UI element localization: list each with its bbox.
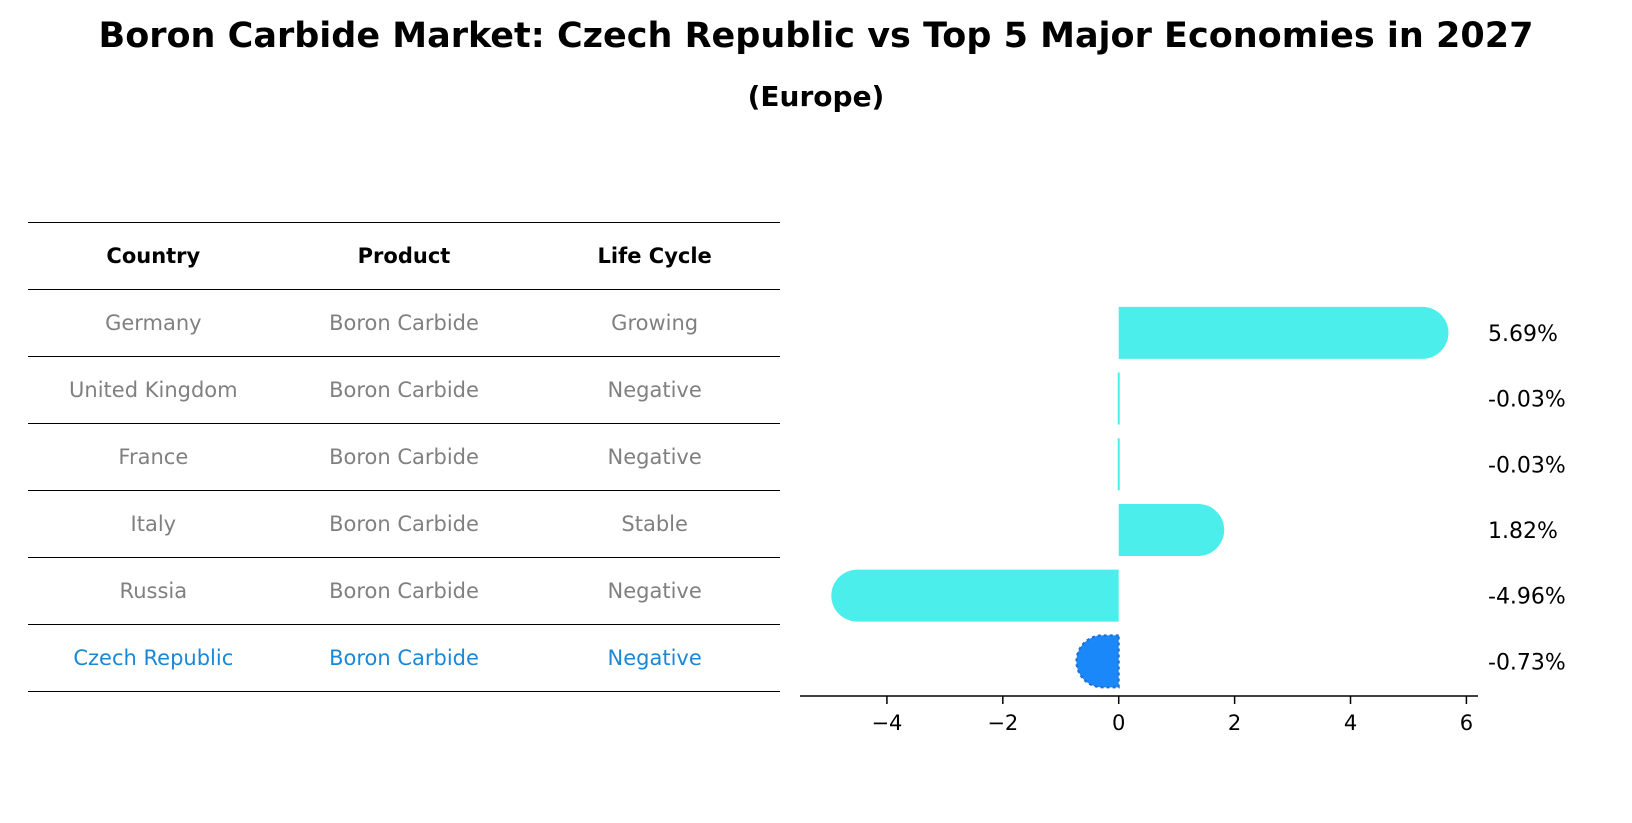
bar-italy [1118,503,1225,556]
value-label: 5.69% [1488,322,1558,347]
bar-germany [1118,306,1449,359]
bar-russia [831,569,1119,622]
value-label: -0.03% [1488,453,1566,478]
cell-life-cycle: Negative [529,423,780,491]
cell-life-cycle: Growing [529,289,780,357]
growth-bar-chart: 5.69% -0.03% -0.03% 1.82% -4.96% -0.73% −4 −2 0 2… [800,306,1566,735]
header-life-cycle: Life Cycle [529,222,780,290]
value-label: -0.73% [1488,650,1566,675]
table-header-row: Country Product Life Cycle [28,222,780,290]
cell-life-cycle: Negative [529,624,780,692]
cell-product: Boron Carbide [278,490,530,558]
header-country: Country [28,222,279,290]
table-row: United Kingdom Boron Carbide Negative [28,356,780,424]
cell-country: Italy [28,490,279,558]
value-label: -4.96% [1488,585,1566,610]
x-tick-label: 0 [1112,711,1125,735]
bar-united-kingdom [1117,372,1120,425]
header-product: Product [278,222,530,290]
cell-country: Czech Republic [28,624,279,692]
bar-czech-republic [1075,634,1120,689]
cell-country: France [28,423,279,491]
cell-country: Germany [28,289,279,357]
x-tick-label: −2 [987,711,1018,735]
cell-country: United Kingdom [28,356,279,424]
chart-subtitle: (Europe) [747,80,885,113]
cell-product: Boron Carbide [278,356,530,424]
table-row: Russia Boron Carbide Negative [28,557,780,625]
x-tick-label: 6 [1460,711,1473,735]
table-row: Germany Boron Carbide Growing [28,289,780,357]
cell-country: Russia [28,557,279,625]
bar-france [1117,438,1120,491]
cell-life-cycle: Negative [529,557,780,625]
life-cycle-table: Country Product Life Cycle Germany Boron… [28,222,780,692]
chart-title: Boron Carbide Market: Czech Republic vs … [98,16,1534,56]
cell-product: Boron Carbide [278,423,530,491]
table-row-highlighted: Czech Republic Boron Carbide Negative [28,624,780,692]
cell-product: Boron Carbide [278,289,530,357]
table-row: Italy Boron Carbide Stable [28,490,780,558]
x-tick-label: 2 [1228,711,1241,735]
value-label: -0.03% [1488,388,1566,413]
table-row: France Boron Carbide Negative [28,423,780,491]
value-label: 1.82% [1488,519,1558,544]
x-tick-label: 4 [1344,711,1357,735]
cell-life-cycle: Stable [529,490,780,558]
cell-life-cycle: Negative [529,356,780,424]
x-tick-label: −4 [871,711,902,735]
cell-product: Boron Carbide [278,624,530,692]
cell-product: Boron Carbide [278,557,530,625]
